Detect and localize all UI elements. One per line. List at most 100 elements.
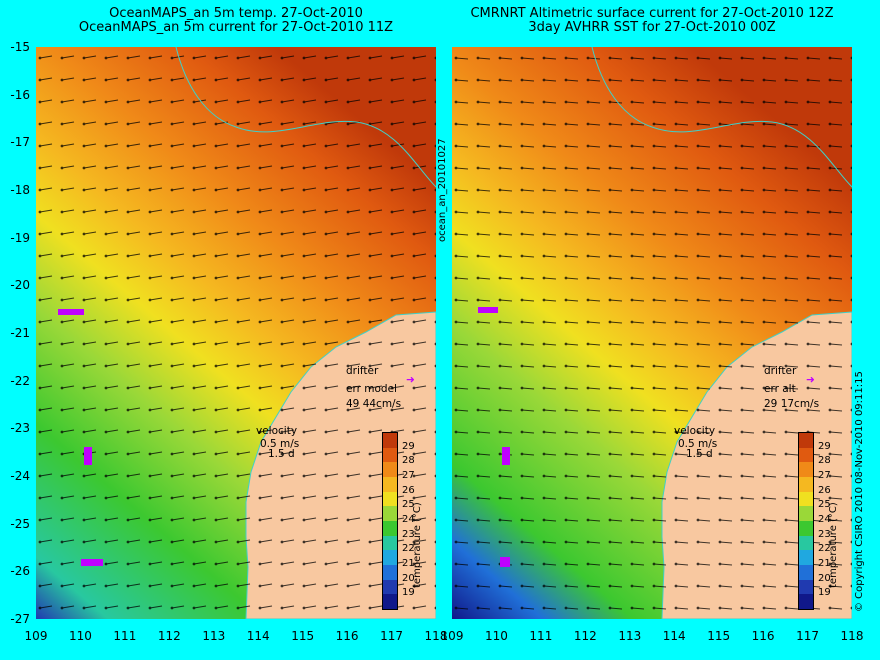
colorbar-tick-label: 29 xyxy=(402,440,415,452)
right-colorbar-label: temperature (°C) xyxy=(828,502,839,588)
colorbar-tick-label: 22 xyxy=(402,543,415,555)
lon-tick-label: 114 xyxy=(662,629,686,643)
colorbar-tick-label: 28 xyxy=(818,455,831,467)
colorbar-tick-label: 19 xyxy=(818,587,831,599)
colorbar-tick-label: 21 xyxy=(402,558,415,569)
colorbar-tick-label: 23 xyxy=(402,528,415,540)
colorbar-tick-label: 29 xyxy=(818,440,831,452)
left-velocity-scale: 0.5 m/s xyxy=(260,438,300,450)
right-map-svg xyxy=(452,47,852,619)
colorbar-swatch xyxy=(799,594,813,609)
colorbar-swatch xyxy=(383,550,397,565)
colorbar-tick-label: 28 xyxy=(402,455,415,467)
colorbar-swatch xyxy=(383,564,397,580)
colorbar-swatch xyxy=(799,564,813,580)
left-drifter-marker-1 xyxy=(58,309,84,315)
right-map-panel[interactable] xyxy=(452,47,852,619)
lat-tick-label: -16 xyxy=(10,87,30,102)
lat-tick-label: -21 xyxy=(10,326,30,340)
left-colorbar xyxy=(382,432,398,610)
lat-tick-label: -25 xyxy=(10,516,30,531)
colorbar-swatch xyxy=(383,594,397,609)
colorbar-tick-label: 24 xyxy=(402,514,415,525)
colorbar-tick-label: 19 xyxy=(402,587,415,599)
colorbar-swatch xyxy=(799,462,813,477)
copyright-label: © Copyright CSIRO 2010 08-Nov-2010 09:11… xyxy=(854,371,865,612)
colorbar-swatch xyxy=(799,433,813,448)
colorbar-tick-label: 25 xyxy=(818,499,831,511)
colorbar-tick-label: 26 xyxy=(402,484,415,496)
colorbar-swatch xyxy=(799,506,813,521)
right-colorbar xyxy=(798,432,814,610)
left-title-line2: OceanMAPS_an 5m current for 27-Oct-2010 … xyxy=(78,20,394,35)
colorbar-swatch xyxy=(383,447,397,463)
lon-tick-label: 114 xyxy=(246,629,270,643)
colorbar-swatch xyxy=(383,579,397,595)
left-map-panel[interactable] xyxy=(36,47,436,619)
colorbar-tick-label: 25 xyxy=(402,499,415,511)
colorbar-swatch xyxy=(799,447,813,463)
lat-tick-label: -26 xyxy=(10,564,30,579)
lon-tick-label: 116 xyxy=(335,629,359,643)
colorbar-swatch xyxy=(799,491,813,507)
lat-tick-label: -22 xyxy=(10,373,30,388)
left-err-label: err model xyxy=(346,383,397,395)
right-err-label: err alt xyxy=(764,383,796,395)
lon-tick-label: 111 xyxy=(113,629,137,643)
lon-tick-label: 116 xyxy=(751,629,775,643)
lon-tick-label: 112 xyxy=(157,629,181,643)
lat-tick-label: -20 xyxy=(10,278,30,293)
lon-tick-label: 110 xyxy=(68,629,92,643)
colorbar-swatch xyxy=(383,476,397,492)
lon-tick-label: 113 xyxy=(202,629,226,643)
right-drifter-arrow-icon: ➜ xyxy=(806,374,815,386)
right-title-line2: 3day AVHRR SST for 27-Oct-2010 00Z xyxy=(528,20,776,35)
colorbar-swatch xyxy=(799,476,813,492)
colorbar-tick-label: 23 xyxy=(818,528,831,540)
lat-tick-label: -24 xyxy=(10,469,30,483)
lon-tick-label: 110 xyxy=(484,629,508,643)
lon-tick-label: 109 xyxy=(24,629,48,643)
lon-tick-label: 113 xyxy=(618,629,642,643)
left-drifter-label: drifter xyxy=(346,365,379,377)
left-err-value: 49 44cm/s xyxy=(346,398,402,410)
lat-tick-label: -19 xyxy=(10,230,30,245)
left-drifter-marker-3 xyxy=(81,559,103,566)
colorbar-tick-label: 24 xyxy=(818,514,831,525)
lon-tick-label: 118 xyxy=(424,629,448,643)
lon-tick-label: 115 xyxy=(707,629,731,643)
lon-tick-label: 109 xyxy=(440,629,464,643)
lat-tick-label: -18 xyxy=(10,183,30,197)
right-velocity-time: 1.5 d xyxy=(686,448,713,460)
lat-tick-label: -15 xyxy=(10,40,30,54)
left-drifter-marker-2 xyxy=(84,447,92,465)
colorbar-swatch xyxy=(383,535,397,551)
left-velocity-time: 1.5 d xyxy=(268,448,295,460)
right-current-arrows xyxy=(452,47,852,619)
right-velocity-scale: 0.5 m/s xyxy=(678,438,718,450)
left-title: OceanMAPS_an 5m temp. 27-Oct-2010 OceanM… xyxy=(36,7,436,35)
right-title: CMRNRT Altimetric surface current for 27… xyxy=(452,7,852,35)
left-velocity-label: velocity xyxy=(256,425,298,437)
right-drifter-marker-2 xyxy=(502,447,510,465)
lon-tick-label: 115 xyxy=(291,629,315,643)
lat-tick-label: -17 xyxy=(10,135,30,150)
lon-tick-label: 117 xyxy=(796,629,819,643)
right-drifter-marker-3 xyxy=(500,557,510,567)
right-err-value: 29 17cm/s xyxy=(764,398,820,410)
colorbar-swatch xyxy=(383,506,397,521)
lat-tick-label: -27 xyxy=(10,612,30,626)
colorbar-tick-label: 27 xyxy=(818,470,831,481)
right-coastline-north xyxy=(591,47,852,188)
colorbar-tick-label: 26 xyxy=(818,484,831,496)
right-title-line1: CMRNRT Altimetric surface current for 27… xyxy=(470,6,834,21)
colorbar-swatch xyxy=(799,535,813,551)
left-drifter-arrow-icon: ➜ xyxy=(406,374,415,386)
lon-tick-label: 117 xyxy=(380,629,403,643)
right-drifter-marker-1 xyxy=(478,307,498,313)
colorbar-swatch xyxy=(383,491,397,507)
left-colorbar-label: temperature (°C) xyxy=(412,502,423,588)
colorbar-swatch xyxy=(799,520,813,536)
left-current-arrows xyxy=(36,47,436,619)
right-drifter-label: drifter xyxy=(764,365,797,377)
